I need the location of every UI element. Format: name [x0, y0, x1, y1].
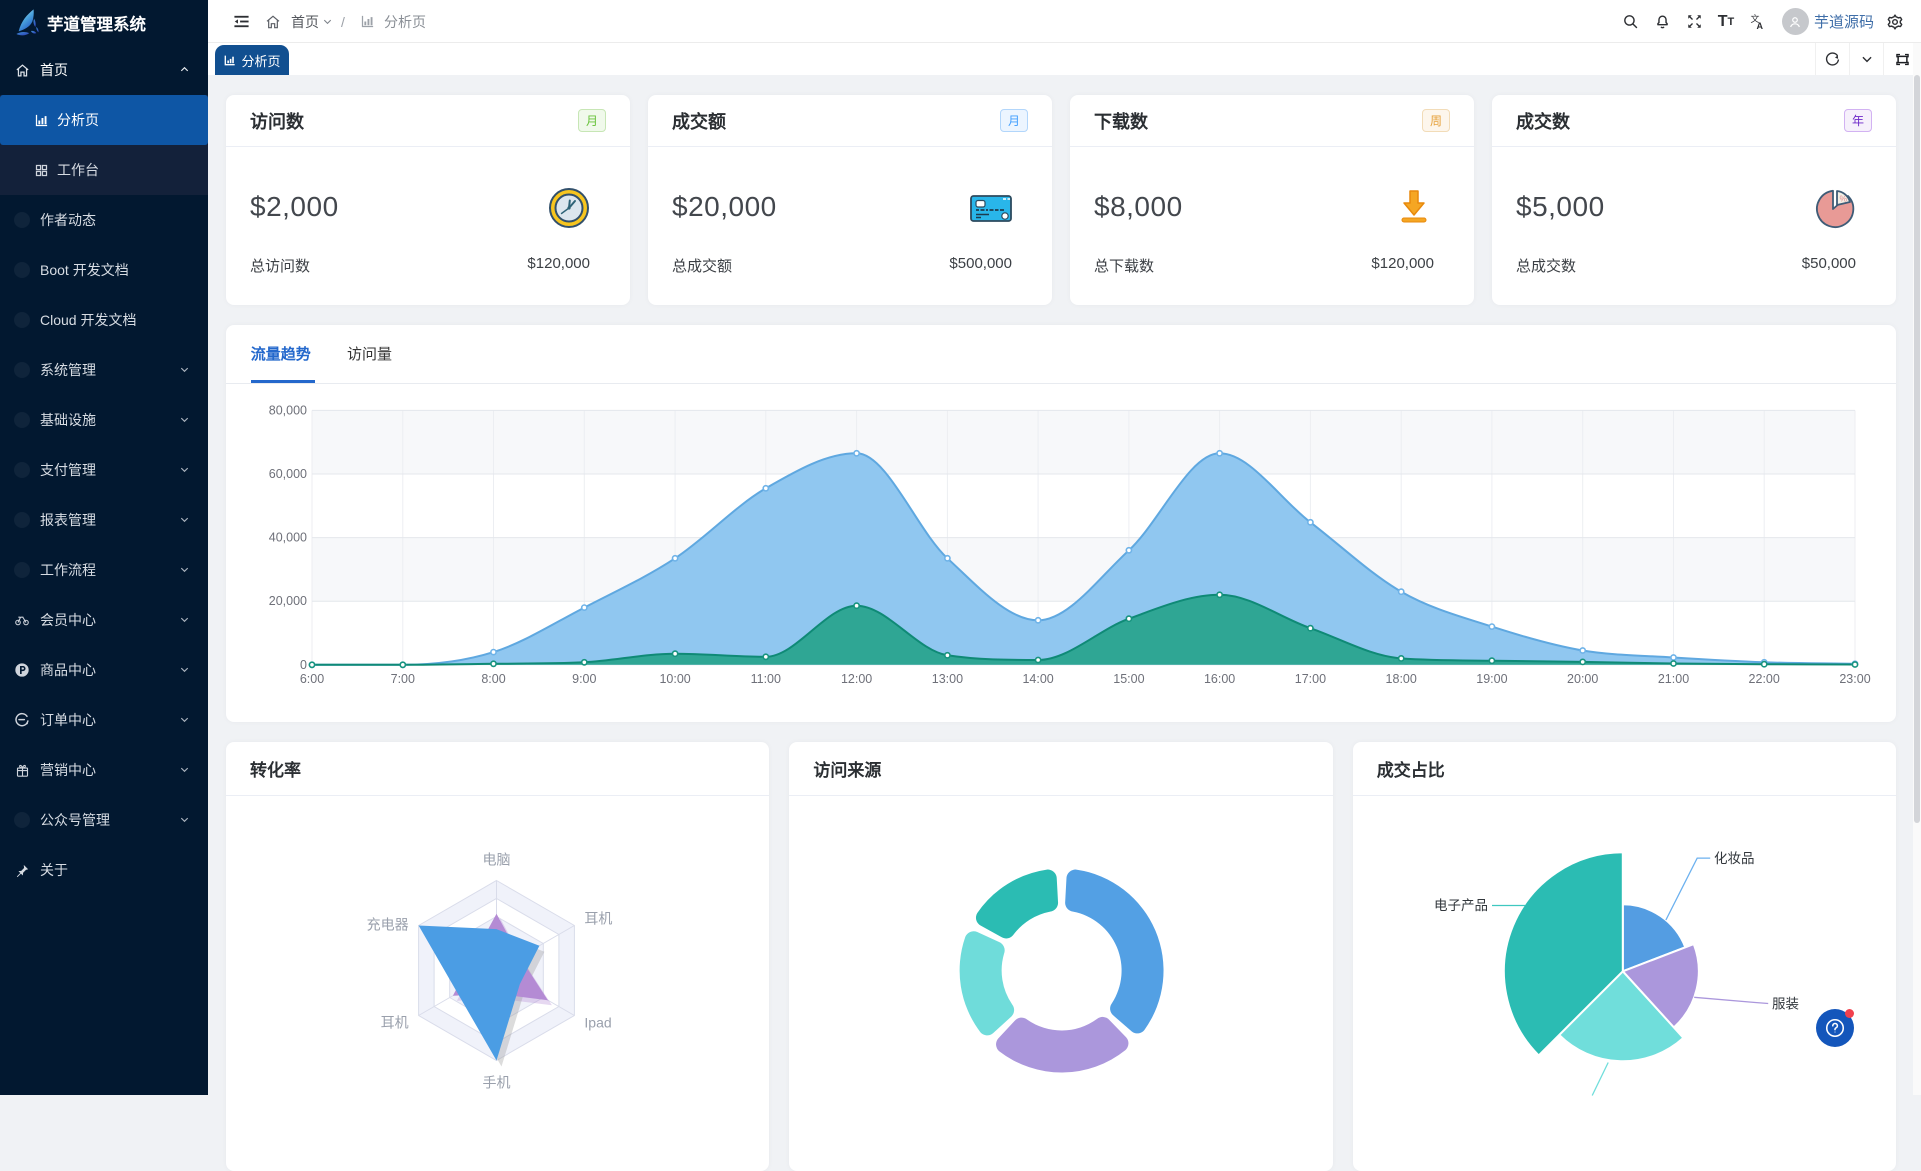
- svg-text:6:00: 6:00: [300, 672, 324, 686]
- svg-text:0: 0: [300, 658, 307, 672]
- svg-text:17:00: 17:00: [1295, 672, 1326, 686]
- svg-text:A: A: [1757, 20, 1764, 30]
- svg-text:%: %: [1840, 194, 1848, 204]
- svg-text:手机: 手机: [483, 1074, 511, 1090]
- svg-text:15:00: 15:00: [1113, 672, 1144, 686]
- svg-text:80,000: 80,000: [269, 403, 307, 417]
- svg-text:Ipad: Ipad: [584, 1014, 611, 1030]
- svg-text:20:00: 20:00: [1567, 672, 1598, 686]
- svg-text:14:00: 14:00: [1022, 672, 1053, 686]
- svg-text:化妆品: 化妆品: [1714, 851, 1755, 866]
- svg-text:23:00: 23:00: [1839, 672, 1870, 686]
- svg-text:18:00: 18:00: [1386, 672, 1417, 686]
- svg-text:21:00: 21:00: [1658, 672, 1689, 686]
- svg-text:9:00: 9:00: [572, 672, 596, 686]
- svg-text:耳机: 耳机: [584, 910, 612, 926]
- svg-text:11:00: 11:00: [751, 672, 781, 686]
- svg-text:20,000: 20,000: [269, 594, 307, 608]
- svg-text:服装: 服装: [1772, 996, 1799, 1011]
- svg-text:7:00: 7:00: [391, 672, 415, 686]
- svg-text:充电器: 充电器: [367, 916, 409, 932]
- svg-text:13:00: 13:00: [932, 672, 963, 686]
- svg-text:8:00: 8:00: [481, 672, 505, 686]
- svg-text:电子产品: 电子产品: [1434, 898, 1488, 913]
- svg-text:22:00: 22:00: [1749, 672, 1780, 686]
- svg-text:19:00: 19:00: [1476, 672, 1507, 686]
- svg-text:耳机: 耳机: [381, 1014, 409, 1030]
- svg-text:40,000: 40,000: [269, 531, 307, 545]
- svg-text:文: 文: [1751, 13, 1760, 24]
- svg-text:60,000: 60,000: [269, 467, 307, 481]
- svg-text:12:00: 12:00: [841, 672, 872, 686]
- svg-text:16:00: 16:00: [1204, 672, 1235, 686]
- svg-text:10:00: 10:00: [659, 672, 690, 686]
- svg-text:电脑: 电脑: [483, 851, 511, 867]
